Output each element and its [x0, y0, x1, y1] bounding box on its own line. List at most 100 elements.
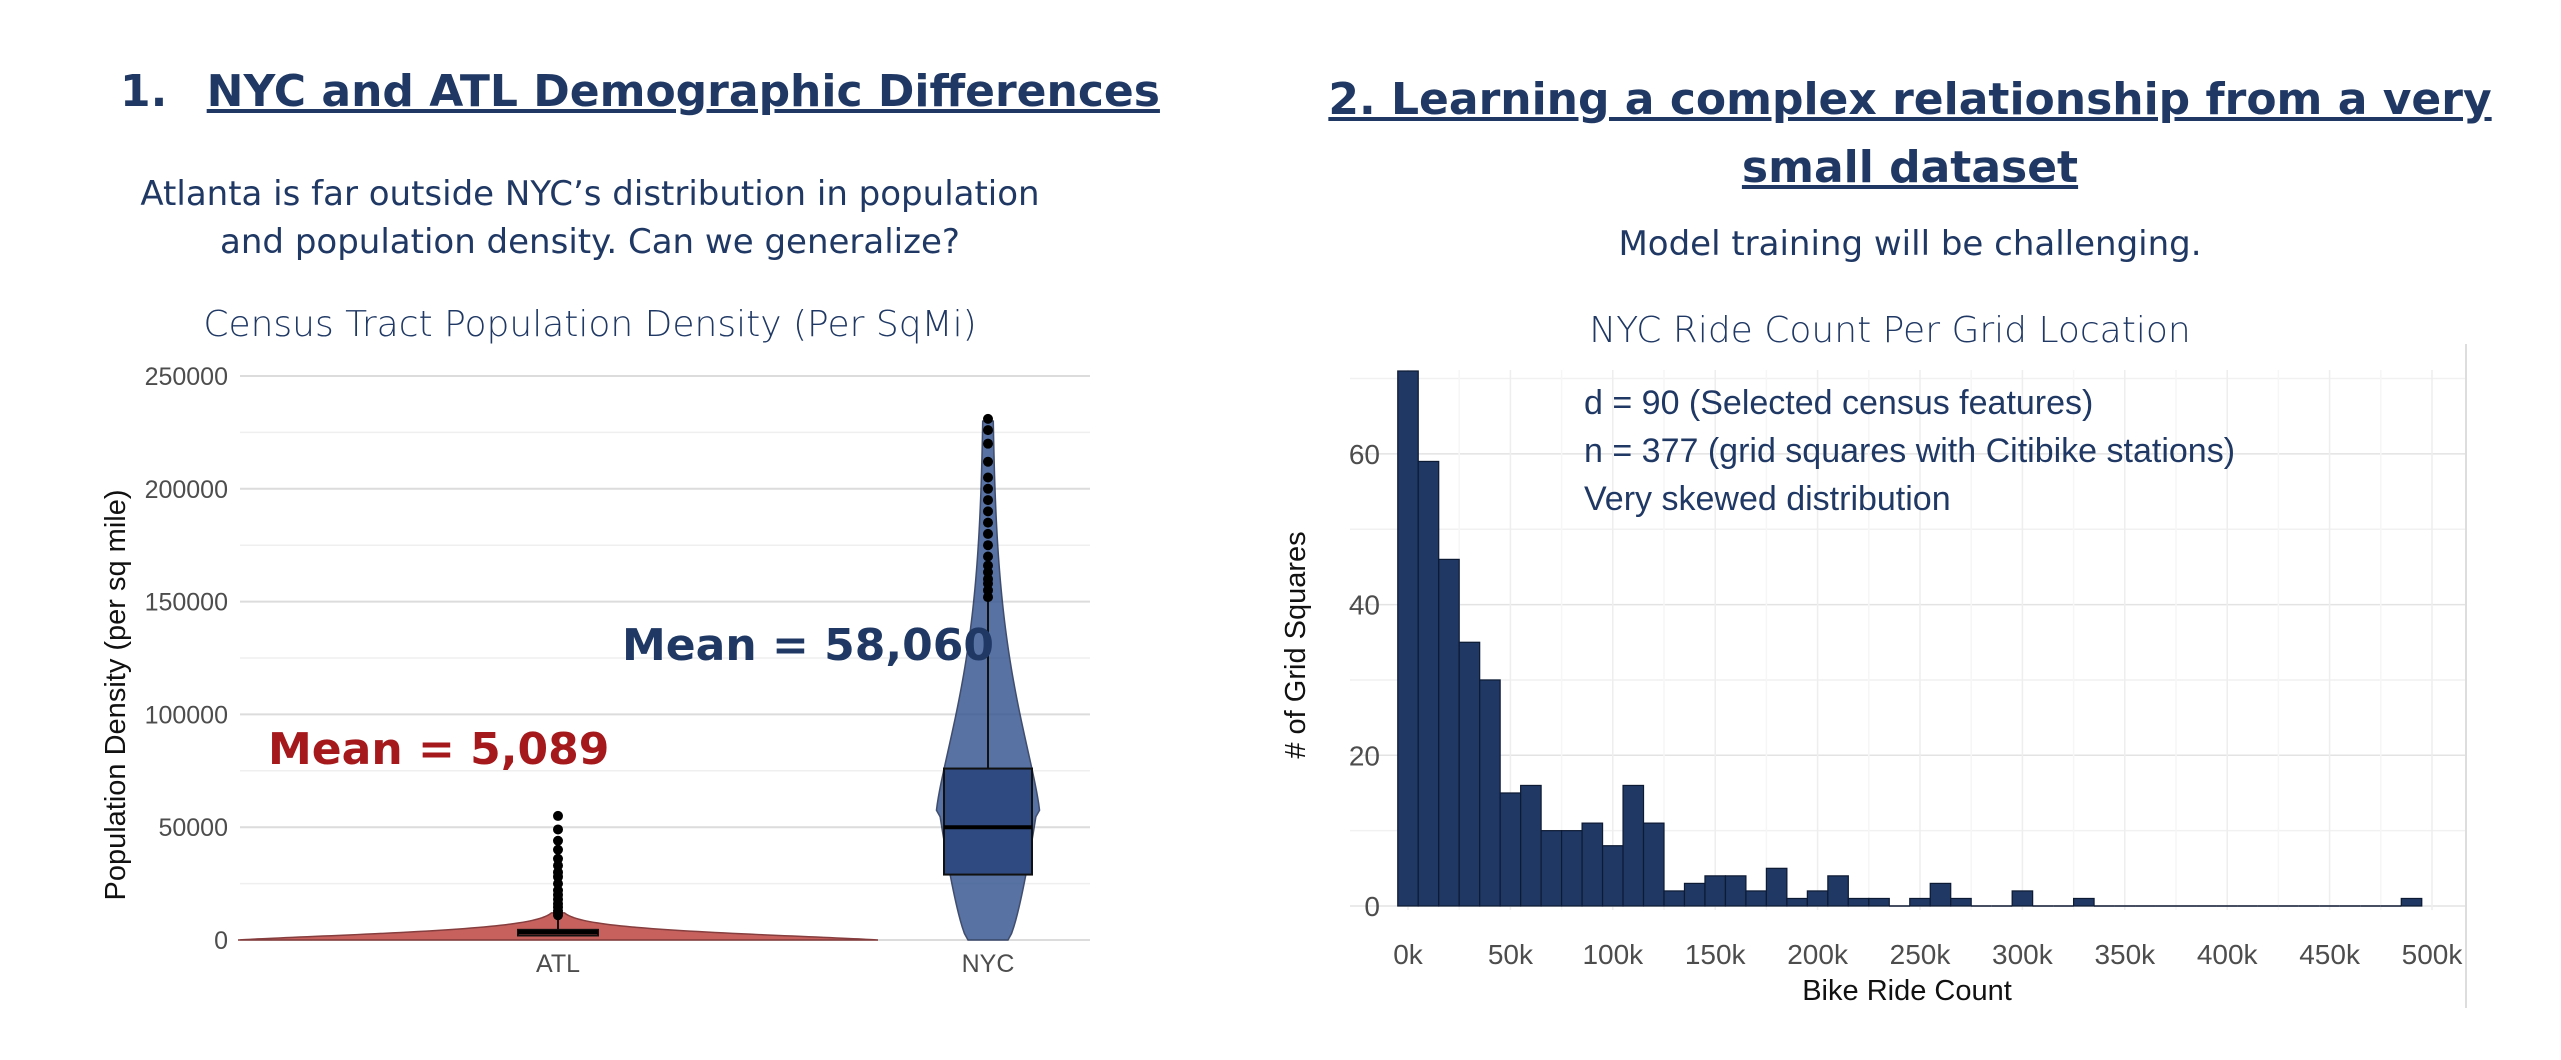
- histogram-x-tick-label: 0k: [1393, 939, 1424, 970]
- histogram-bar: [1458, 641, 1481, 907]
- right-subtitle: Model training will be challenging.: [1618, 224, 2202, 264]
- right-chart-title: NYC Ride Count Per Grid Location: [1589, 310, 2191, 351]
- outlier-point: [983, 517, 993, 528]
- histogram-bar: [1950, 897, 1972, 907]
- outlier-point: [553, 853, 563, 864]
- histogram-bar: [2011, 890, 2034, 907]
- outlier-point: [983, 551, 993, 562]
- left-heading-number: 1.: [120, 66, 168, 117]
- violin-y-tick-label: 100000: [145, 701, 228, 729]
- histogram-y-axis-label: # of Grid Squares: [1280, 531, 1312, 758]
- histogram-bar: [1868, 897, 1890, 907]
- outlier-point: [553, 824, 563, 835]
- violin-x-tick-label: ATL: [536, 950, 580, 978]
- violin-x-ticks: ATL NYC: [536, 950, 1014, 978]
- outlier-point: [983, 560, 993, 571]
- right-heading-line2: small dataset: [1741, 142, 2079, 193]
- violin-shapes: [237, 420, 1041, 941]
- outlier-point: [553, 844, 563, 855]
- histogram-bar: [1601, 845, 1624, 907]
- histogram-x-tick-label: 450k: [2299, 939, 2361, 970]
- histogram-bar: [1909, 897, 1931, 907]
- histogram-bar: [1581, 822, 1604, 907]
- histogram-bar: [1622, 784, 1645, 907]
- histogram-y-tick-label: 60: [1349, 439, 1380, 470]
- outlier-point: [983, 506, 993, 517]
- outlier-point: [983, 456, 993, 467]
- left-chart-title: Census Tract Population Density (Per SqM…: [203, 304, 977, 345]
- histogram-bar: [1929, 882, 1952, 907]
- histogram-bar: [1683, 882, 1706, 907]
- histogram-x-tick-label: 50k: [1488, 939, 1534, 970]
- violin-y-ticks: 0 50000 100000 150000 200000 250000: [145, 363, 228, 955]
- annotation-line-2: n = 377 (grid squares with Citibike stat…: [1584, 432, 2235, 470]
- violin-y-tick-label: 150000: [145, 589, 228, 617]
- histogram-bar: [1561, 830, 1583, 907]
- histogram-x-tick-label: 400k: [2197, 939, 2259, 970]
- violin-y-tick-label: 200000: [145, 476, 228, 504]
- histogram-bar: [1499, 792, 1522, 907]
- histogram-bar: [1724, 875, 1747, 907]
- histogram-bar: [1704, 875, 1727, 907]
- left-heading: 1. NYC and ATL Demographic Differences: [120, 66, 1160, 117]
- histogram-bar: [2400, 897, 2423, 907]
- histogram-x-tick-label: 200k: [1787, 939, 1849, 970]
- violin-chart: 0 50000 100000 150000 200000 250000 ATL NYC Po…: [100, 363, 1090, 978]
- histogram-bar: [1827, 875, 1849, 907]
- histogram-x-tick-label: 250k: [1890, 939, 1952, 970]
- left-subtitle: Atlanta is far outside NYC’s distributio…: [90, 170, 1090, 266]
- violin-y-axis-label: Population Density (per sq mile): [100, 489, 132, 900]
- violin-y-tick-label: 50000: [158, 814, 228, 842]
- violin-grid: [240, 375, 1090, 941]
- outlier-point: [983, 483, 993, 494]
- histogram-y-tick-label: 0: [1364, 891, 1380, 922]
- histogram-bar: [1397, 370, 1419, 907]
- histogram-bar: [1438, 558, 1460, 907]
- histogram-chart: 0 20 40 60 0k 50k 100k 150k 200k 250k 300k 350k 400…: [1280, 344, 2467, 1008]
- outlier-point: [983, 495, 993, 506]
- annotation-line-1: d = 90 (Selected census features): [1584, 384, 2093, 422]
- outlier-point: [983, 528, 993, 539]
- histogram-bar: [1417, 460, 1440, 907]
- histogram-bar: [1540, 830, 1563, 907]
- histogram-y-ticks: 0 20 40 60: [1349, 439, 1380, 922]
- outlier-point: [983, 472, 993, 483]
- histogram-y-tick-label: 20: [1349, 740, 1380, 771]
- histogram-bar: [1663, 890, 1686, 907]
- histogram-bar: [2072, 897, 2095, 907]
- histogram-bar: [1765, 867, 1788, 907]
- histogram-annotation: d = 90 (Selected census features) n = 37…: [1584, 384, 2235, 518]
- outlier-point: [983, 425, 993, 436]
- outlier-point: [983, 540, 993, 551]
- violin-x-tick-label: NYC: [962, 950, 1015, 978]
- left-subtitle-line1: Atlanta is far outside NYC’s distributio…: [140, 174, 1040, 214]
- violin-boxes: [517, 601, 1033, 937]
- histogram-bar: [1806, 890, 1829, 907]
- atl-mean-label: Mean = 5,089: [268, 724, 609, 775]
- outlier-point: [983, 413, 993, 424]
- violin-y-tick-label: 0: [214, 927, 228, 955]
- histogram-y-tick-label: 40: [1349, 590, 1380, 621]
- nyc-mean-label: Mean = 58,060: [622, 620, 994, 671]
- histogram-x-tick-label: 300k: [1992, 939, 2054, 970]
- annotation-line-3: Very skewed distribution: [1584, 480, 1951, 518]
- box-iqr: [943, 767, 1033, 876]
- histogram-x-tick-label: 350k: [2094, 939, 2156, 970]
- histogram-x-ticks: 0k 50k 100k 150k 200k 250k 300k 350k 400k 450k 500…: [1393, 939, 2463, 970]
- left-subtitle-line2: and population density. Can we generaliz…: [220, 222, 960, 262]
- outlier-point: [983, 438, 993, 449]
- histogram-x-tick-label: 500k: [2402, 939, 2464, 970]
- histogram-x-tick-label: 100k: [1582, 939, 1644, 970]
- right-heading: 2. Learning a complex relationship from …: [1240, 66, 2561, 202]
- outlier-point: [553, 810, 563, 821]
- histogram-bar: [1642, 822, 1665, 907]
- histogram-bar: [1479, 679, 1501, 907]
- histogram-bars: [1397, 370, 2423, 907]
- violin-y-tick-label: 250000: [145, 363, 228, 391]
- histogram-x-tick-label: 150k: [1685, 939, 1747, 970]
- violin-outliers: [553, 413, 993, 921]
- right-heading-line1: 2. Learning a complex relationship from …: [1328, 74, 2492, 125]
- histogram-bar: [1847, 897, 1870, 907]
- histogram-bar: [1520, 784, 1542, 907]
- left-heading-text: NYC and ATL Demographic Differences: [206, 66, 1160, 117]
